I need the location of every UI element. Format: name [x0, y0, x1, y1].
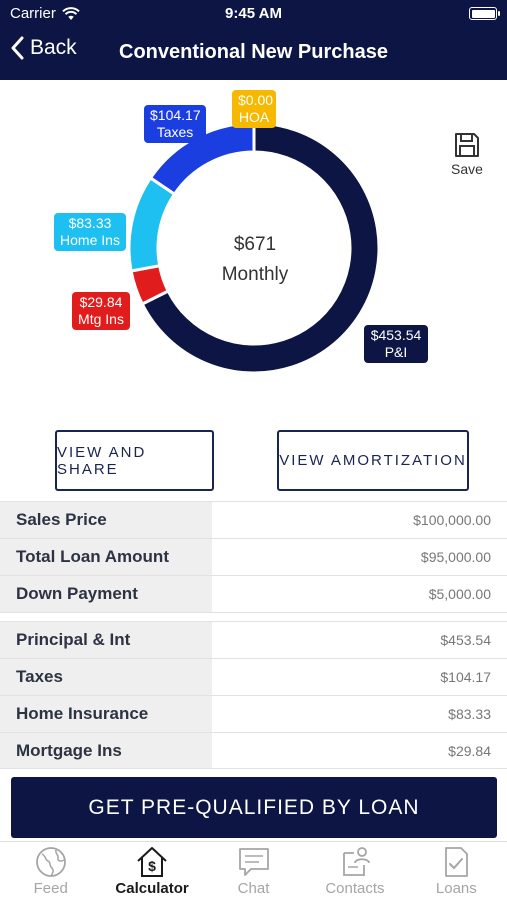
table-row: Mortgage Ins $29.84: [0, 732, 507, 769]
status-time: 9:45 AM: [225, 5, 282, 22]
tag-hoa: $0.00 HOA: [232, 90, 276, 128]
table-row: Taxes $104.17: [0, 658, 507, 695]
table-row: Home Insurance $83.33: [0, 695, 507, 732]
chart-center-amount: $671: [233, 234, 277, 255]
carrier-label: Carrier: [10, 5, 56, 22]
tab-loans[interactable]: Loans: [406, 842, 507, 900]
house-dollar-icon: $: [137, 847, 167, 877]
nav-bar: Back Conventional New Purchase: [0, 30, 507, 76]
page-title: Conventional New Purchase: [119, 41, 388, 63]
table-row: Down Payment $5,000.00: [0, 575, 507, 612]
chat-icon: [238, 848, 269, 876]
chevron-left-icon: [11, 36, 24, 60]
tab-chat[interactable]: Chat: [203, 842, 304, 900]
tag-home-insurance: $83.33 Home Ins: [54, 213, 126, 251]
svg-text:$: $: [148, 858, 156, 874]
loan-summary-table: Sales Price $100,000.00 Total Loan Amoun…: [0, 501, 507, 769]
tag-mortgage-insurance: $29.84 Mtg Ins: [72, 292, 130, 330]
status-bar: Carrier 9:45 AM: [0, 0, 507, 28]
donut-chart: [127, 121, 381, 375]
back-label: Back: [30, 36, 77, 59]
globe-icon: [35, 847, 66, 877]
donut-slice-home: [127, 175, 177, 273]
tab-feed[interactable]: Feed: [0, 842, 101, 900]
section-divider: [0, 612, 507, 621]
table-row: Principal & Int $453.54: [0, 621, 507, 658]
payment-chart: $671 Monthly $104.17 Taxes $0.00 HOA $83…: [0, 80, 507, 420]
save-label: Save: [451, 161, 483, 177]
donut-slice-pi: [140, 121, 381, 375]
view-amortization-button[interactable]: VIEW AMORTIZATION: [277, 430, 469, 491]
header: Carrier 9:45 AM Back Conventional New Pu…: [0, 0, 507, 80]
tab-bar: Feed $ Calculator Chat: [0, 841, 507, 900]
save-button[interactable]: Save: [449, 132, 485, 177]
wifi-icon: [62, 6, 80, 20]
contacts-icon: [343, 847, 370, 876]
get-prequalified-button[interactable]: GET PRE-QUALIFIED BY LOAN: [11, 777, 497, 838]
tag-principal-interest: $453.54 P&I: [364, 325, 428, 363]
tag-taxes: $104.17 Taxes: [144, 105, 206, 143]
chart-center-label: Monthly: [221, 264, 289, 285]
battery-icon: [469, 7, 500, 20]
tab-calculator[interactable]: $ Calculator: [101, 842, 202, 900]
view-and-share-button[interactable]: VIEW AND SHARE: [55, 430, 214, 491]
table-row: Total Loan Amount $95,000.00: [0, 538, 507, 575]
table-row: Sales Price $100,000.00: [0, 501, 507, 538]
tab-contacts[interactable]: Contacts: [304, 842, 405, 900]
document-check-icon: [445, 847, 469, 877]
back-button[interactable]: Back: [10, 36, 77, 60]
carrier-info: Carrier: [10, 5, 80, 22]
floppy-disk-icon: [455, 133, 479, 157]
